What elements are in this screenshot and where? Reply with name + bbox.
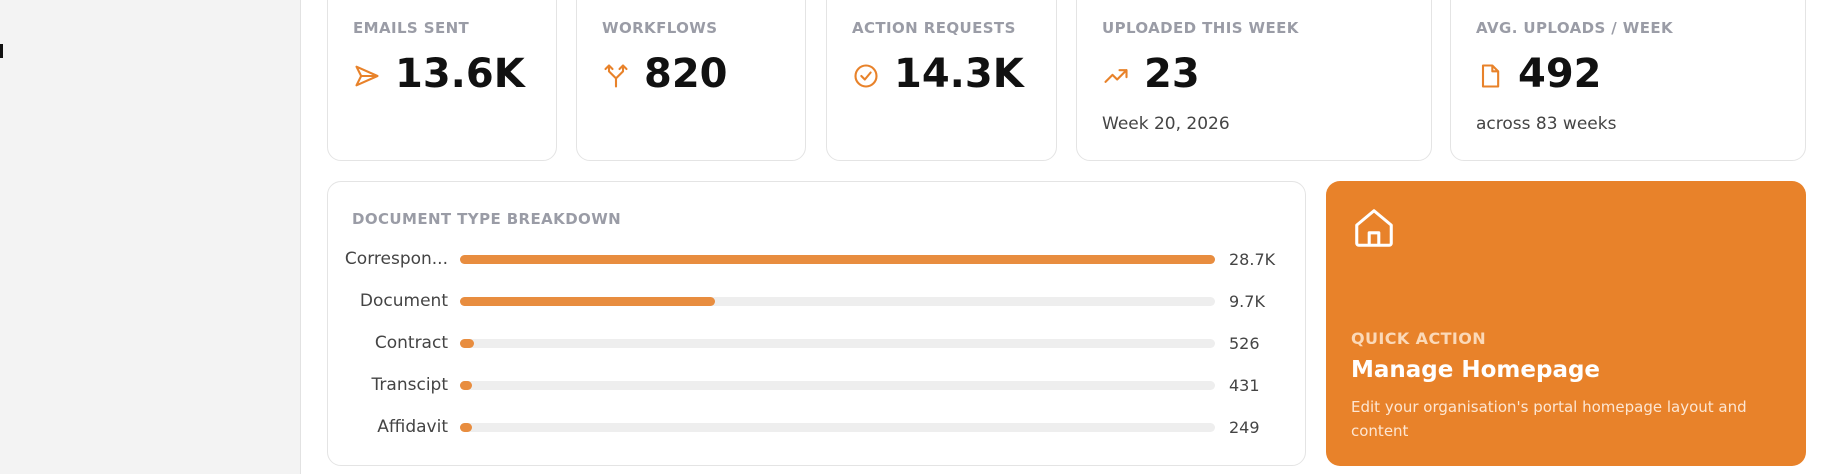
row-label: Affidavit xyxy=(377,417,448,437)
stat-icon xyxy=(355,65,379,87)
stat-card: AVG. UPLOADS / WEEK 492 across 83 weeks xyxy=(1450,0,1806,161)
quick-action-eyebrow: QUICK ACTION xyxy=(1351,329,1487,348)
breakdown-title: DOCUMENT TYPE BREAKDOWN xyxy=(352,210,622,228)
row-label: Contract xyxy=(374,333,448,353)
stat-value: 820 xyxy=(644,51,728,97)
quick-action-title: Manage Homepage xyxy=(1351,357,1601,383)
bar xyxy=(460,339,474,348)
stat-card: WORKFLOWS 820 xyxy=(576,0,806,161)
stat-label: WORKFLOWS xyxy=(602,19,718,37)
bar xyxy=(460,297,716,306)
stat-value: 23 xyxy=(1144,51,1200,97)
home-icon xyxy=(1355,209,1393,247)
breakdown-card: DOCUMENT TYPE BREAKDOWN Correspon... 28.7… xyxy=(327,181,1306,466)
value-label: 249 xyxy=(1229,418,1260,437)
stat-label: AVG. UPLOADS / WEEK xyxy=(1476,19,1674,37)
stat-label: UPLOADED THIS WEEK xyxy=(1102,19,1299,37)
stat-card: ACTION REQUESTS 14.3K xyxy=(826,0,1057,161)
stat-card: EMAILS SENT 13.6K xyxy=(327,0,557,161)
sidebar-marker xyxy=(0,44,3,58)
stat-icon xyxy=(1104,69,1128,83)
stat-sub: Week 20, 2026 xyxy=(1102,114,1230,134)
bar xyxy=(460,381,472,390)
stat-value: 14.3K xyxy=(894,51,1024,97)
sidebar xyxy=(0,0,301,474)
stat-sub: across 83 weeks xyxy=(1476,114,1617,134)
value-label: 9.7K xyxy=(1229,292,1265,311)
stat-label: EMAILS SENT xyxy=(353,19,470,37)
stat-card: UPLOADED THIS WEEK 23 Week 20, 2026 xyxy=(1076,0,1432,161)
value-label: 526 xyxy=(1229,334,1260,353)
stat-label: ACTION REQUESTS xyxy=(852,19,1016,37)
bar xyxy=(460,423,472,432)
row-label: Transcipt xyxy=(371,375,448,395)
bar-track xyxy=(460,297,1215,306)
bar-track xyxy=(460,381,1215,390)
bar-track xyxy=(460,423,1215,432)
quick-action-description: Edit your organisation's portal homepage… xyxy=(1351,398,1747,440)
bar-track xyxy=(460,255,1215,264)
bar xyxy=(460,255,1215,264)
stat-icon xyxy=(854,64,878,88)
row-label: Document xyxy=(359,291,448,311)
bar-track xyxy=(460,339,1215,348)
stat-value: 13.6K xyxy=(395,51,525,97)
stat-icon xyxy=(1481,64,1500,88)
value-label: 431 xyxy=(1229,376,1260,395)
stat-value: 492 xyxy=(1518,51,1602,97)
stat-icon xyxy=(604,64,628,88)
quick-action-card[interactable]: QUICK ACTION Manage Homepage Edit your o… xyxy=(1326,181,1806,466)
row-label: Correspon... xyxy=(344,249,448,269)
value-label: 28.7K xyxy=(1229,250,1276,269)
